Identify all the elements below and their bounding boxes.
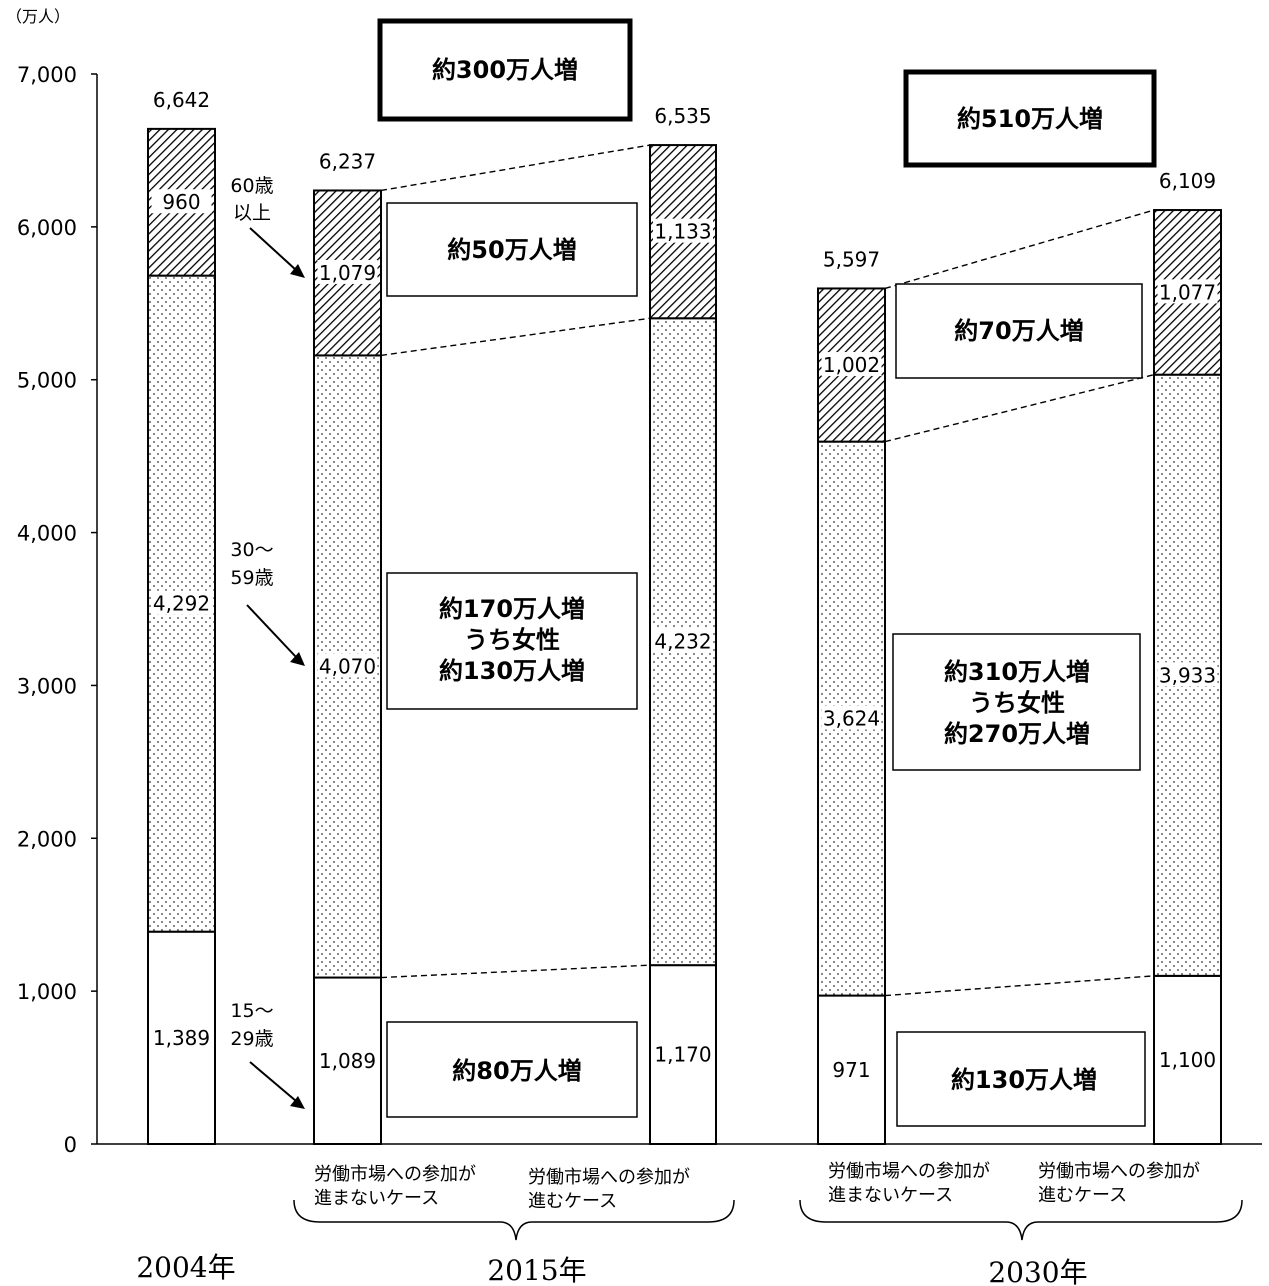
comparison-line [884,209,1155,290]
data-label: 1,133 [654,220,711,244]
data-label-bg [1157,279,1218,304]
svg-text:59歳: 59歳 [230,567,273,589]
bar-group: 1,389 4,292 960 6,642 1,089 4,070 1,079 6,237 1,… [147,88,1222,1146]
total-label: 5,597 [823,247,880,271]
category-label-2030: 2030年 [988,1256,1087,1286]
data-label-bg [317,653,378,678]
data-label: 1,170 [654,1043,711,1067]
case-labels: 労働市場への参加が 進まないケース 労働市場への参加が 進むケース 労働市場への… [314,1161,1200,1212]
data-label-bg [1157,1046,1218,1071]
total-label: 6,642 [153,88,210,112]
svg-text:労働市場への参加が: 労働市場への参加が [1038,1161,1200,1182]
data-label-bg [653,1041,713,1066]
y-tick-label: 3,000 [17,674,77,698]
comparison-line [380,144,651,192]
y-tick-label: 6,000 [17,216,77,240]
data-label: 1,077 [1159,280,1216,304]
data-label-bg [1157,662,1218,687]
data-label-bg [821,1056,882,1081]
data-label: 1,389 [153,1026,210,1050]
svg-text:進むケース: 進むケース [1038,1185,1127,1206]
data-label: 3,933 [1159,663,1216,687]
age-label-60plus: 60歳 以上 [230,175,305,278]
age-label-30-59: 30～ 59歳 [230,539,305,666]
comparison-line [380,964,651,979]
svg-text:30～: 30～ [230,539,273,561]
total-label: 6,237 [319,149,376,173]
svg-text:労働市場への参加が: 労働市場への参加が [828,1161,990,1182]
data-label: 1,100 [1159,1048,1216,1072]
svg-text:約510万人増: 約510万人増 [957,105,1103,133]
svg-text:進まないケース: 進まないケース [314,1188,439,1209]
svg-text:進むケース: 進むケース [528,1191,617,1212]
total-label: 6,535 [654,104,711,128]
brace-2015 [293,1199,735,1241]
svg-text:60歳: 60歳 [230,175,273,197]
data-label: 1,002 [823,353,880,377]
svg-text:約300万人増: 約300万人増 [432,56,578,84]
annotation-mid-2030: 約310万人増 うち女性 約270万人増 [892,633,1141,771]
data-label-bg [317,259,378,284]
data-label-bg [151,590,212,615]
annotation-total-2030: 約510万人増 [903,69,1157,168]
category-label-2015: 2015年 [487,1254,586,1286]
svg-text:労働市場への参加が: 労働市場への参加が [314,1164,476,1185]
svg-text:29歳: 29歳 [230,1028,273,1050]
svg-text:約170万人増: 約170万人増 [439,595,585,623]
age-label-15-29: 15～ 29歳 [230,1000,305,1109]
annotation-young-2030: 約130万人増 [896,1031,1146,1127]
data-label-bg [151,189,212,214]
annotation-mid-2015: 約170万人増 うち女性 約130万人増 [386,572,638,710]
y-tick-label: 7,000 [17,63,77,87]
svg-text:労働市場への参加が: 労働市場への参加が [528,1167,690,1188]
data-label: 960 [162,190,200,214]
comparison-line [380,317,651,357]
svg-text:うち女性: うち女性 [969,689,1065,717]
svg-text:約130万人増: 約130万人増 [951,1066,1097,1094]
svg-text:以上: 以上 [233,202,271,224]
data-label-bg [821,352,882,377]
y-unit-label: （万人） [6,7,70,26]
y-tick-label: 4,000 [17,522,77,546]
annotation-young-2015: 約80万人増 [386,1021,638,1118]
annotation-total-2015: 約300万人増 [377,18,633,122]
data-label-bg [653,218,713,243]
y-tick-label: 5,000 [17,369,77,393]
annotation-old-2015: 約50万人増 [386,202,638,297]
svg-text:約270万人増: 約270万人増 [944,720,1090,748]
comparison-line [884,975,1155,997]
svg-text:約70万人増: 約70万人増 [954,317,1083,345]
svg-text:約80万人増: 約80万人増 [452,1057,581,1085]
y-tick-label: 0 [64,1133,77,1157]
data-label-bg [317,1047,378,1072]
category-label-2004: 2004年 [136,1251,235,1284]
y-tick-label: 2,000 [17,827,77,851]
annotation-old-2030: 約70万人増 [895,283,1143,379]
data-label: 971 [832,1058,870,1082]
data-label: 4,292 [153,592,210,616]
svg-text:約50万人増: 約50万人増 [447,236,576,264]
data-label-bg [151,1024,212,1049]
total-label: 6,109 [1159,169,1216,193]
svg-text:進まないケース: 進まないケース [828,1185,953,1206]
y-axis: 0 1,000 2,000 3,000 4,000 5,000 6,000 7,000 [17,63,1262,1157]
data-label: 1,079 [319,261,376,285]
y-tick-label: 1,000 [17,980,77,1004]
data-label-bg [821,705,882,730]
comparison-line [884,373,1155,443]
data-label: 3,624 [823,707,880,731]
brace-2030 [799,1199,1243,1241]
data-label-bg [653,628,713,653]
svg-text:15～: 15～ [230,1000,273,1022]
data-label: 1,089 [319,1049,376,1073]
svg-text:約130万人増: 約130万人増 [439,657,585,685]
comparison-lines [380,144,1155,997]
svg-text:約310万人増: 約310万人増 [944,658,1090,686]
data-label: 4,070 [319,654,376,678]
svg-text:うち女性: うち女性 [464,626,560,654]
data-label: 4,232 [654,630,711,654]
